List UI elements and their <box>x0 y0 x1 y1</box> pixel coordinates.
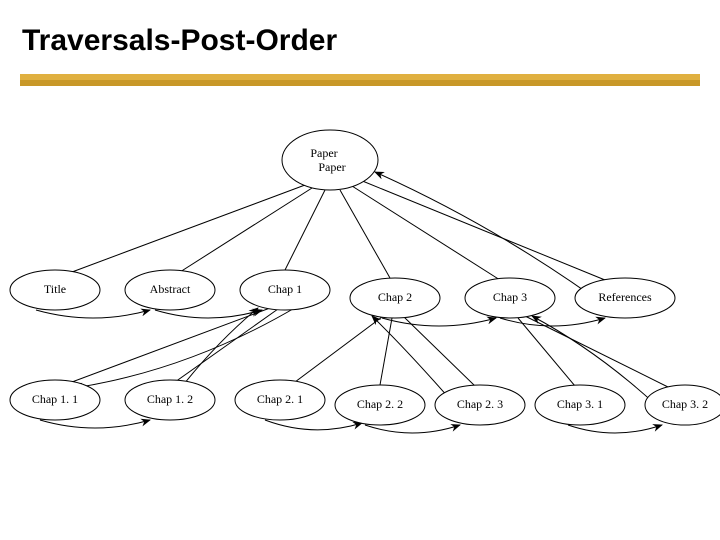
node-label-c11: Chap 1. 1 <box>32 392 78 406</box>
tree-edge <box>285 190 325 270</box>
node-label-chap1: Chap 1 <box>268 282 302 296</box>
traversal-arrow <box>500 318 605 326</box>
traversal-arrow <box>568 425 662 433</box>
node-label-paper-1: Paper <box>310 146 337 160</box>
tree-diagram: PaperPaper Title Abstract Chap 1 Chap 2 Chap … <box>0 0 720 540</box>
tree-edge <box>180 188 312 272</box>
tree-edge <box>380 318 392 385</box>
tree-edge <box>72 185 305 272</box>
node-label-chap2: Chap 2 <box>378 290 412 304</box>
node-label-c31: Chap 3. 1 <box>557 397 603 411</box>
tree-edge <box>340 190 390 278</box>
tree-edge <box>518 318 575 386</box>
node-label-abstract: Abstract <box>150 282 191 296</box>
tree-nodes: PaperPaper Title Abstract Chap 1 Chap 2 Chap … <box>10 130 720 425</box>
tree-edge <box>295 317 382 382</box>
node-label-c21: Chap 2. 1 <box>257 392 303 406</box>
traversal-arrow <box>36 310 150 318</box>
tree-edge <box>72 308 270 382</box>
traversal-arrow <box>40 420 150 428</box>
traversal-arrow <box>382 318 496 326</box>
node-label-c32: Chap 3. 2 <box>662 397 708 411</box>
node-label-paper-2: Paper <box>318 160 345 174</box>
node-label-title: Title <box>44 282 66 296</box>
node-label-c22: Chap 2. 2 <box>357 397 403 411</box>
tree-edge <box>404 317 475 386</box>
node-label-c23: Chap 2. 3 <box>457 397 503 411</box>
traversal-arrow <box>265 420 362 430</box>
node-label-refs: References <box>598 290 652 304</box>
node-label-c12: Chap 1. 2 <box>147 392 193 406</box>
node-label-chap3: Chap 3 <box>493 290 527 304</box>
tree-edge <box>360 180 605 280</box>
tree-edge <box>352 186 500 280</box>
tree-edge <box>175 309 278 382</box>
traversal-arrow <box>365 425 460 433</box>
